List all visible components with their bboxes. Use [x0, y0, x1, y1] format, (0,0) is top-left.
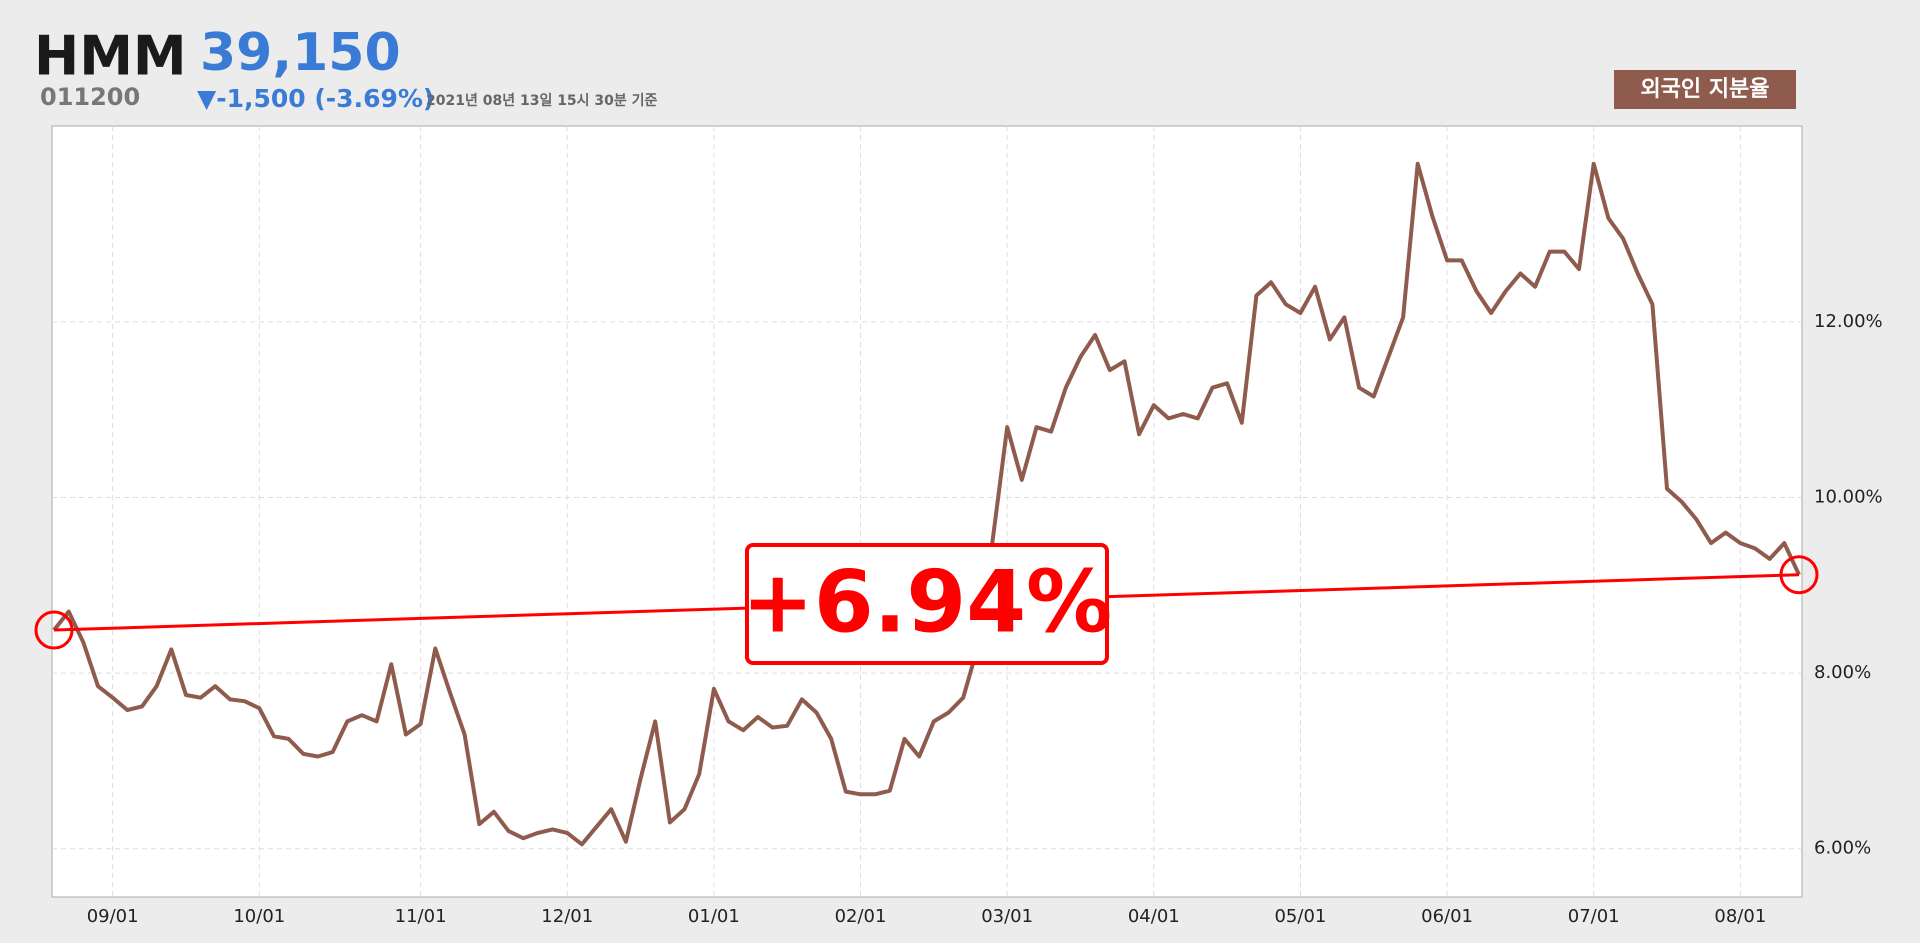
x-tick-label: 09/01	[87, 906, 139, 927]
x-tick-label: 03/01	[981, 906, 1033, 927]
plot-area	[51, 125, 1803, 898]
timestamp: 2021년 08년 13일 15시 30분 기준	[426, 93, 658, 109]
x-tick-label: 10/01	[233, 906, 285, 927]
price-line	[52, 161, 1801, 847]
y-tick-label: 6.00%	[1814, 838, 1871, 859]
x-tick-label: 12/01	[541, 906, 593, 927]
price-change: ▼-1,500 (-3.69%)	[197, 84, 434, 113]
x-tick-label: 07/01	[1568, 906, 1620, 927]
y-tick-label: 10.00%	[1814, 486, 1883, 507]
annotation-box	[745, 543, 1109, 665]
x-tick-label: 05/01	[1274, 906, 1326, 927]
start-marker	[34, 610, 74, 650]
button-bg[interactable]	[1614, 70, 1796, 109]
y-tick-label: 8.00%	[1814, 662, 1871, 683]
annotation: +6.94%	[742, 552, 1112, 652]
stock-name: HMM	[34, 25, 187, 88]
x-tick-label: 06/01	[1421, 906, 1473, 927]
x-tick-label: 02/01	[835, 906, 887, 927]
stock-code: 011200	[40, 83, 140, 111]
foreign-ownership-button[interactable]: 외국인 지분율	[1640, 77, 1769, 102]
x-tick-label: 11/01	[395, 906, 447, 927]
stock-price: 39,150	[200, 23, 401, 83]
x-tick-label: 04/01	[1128, 906, 1180, 927]
x-tick-label: 01/01	[688, 906, 740, 927]
x-tick-label: 08/01	[1714, 906, 1766, 927]
y-tick-label: 12.00%	[1814, 311, 1883, 332]
end-marker	[1779, 555, 1819, 595]
